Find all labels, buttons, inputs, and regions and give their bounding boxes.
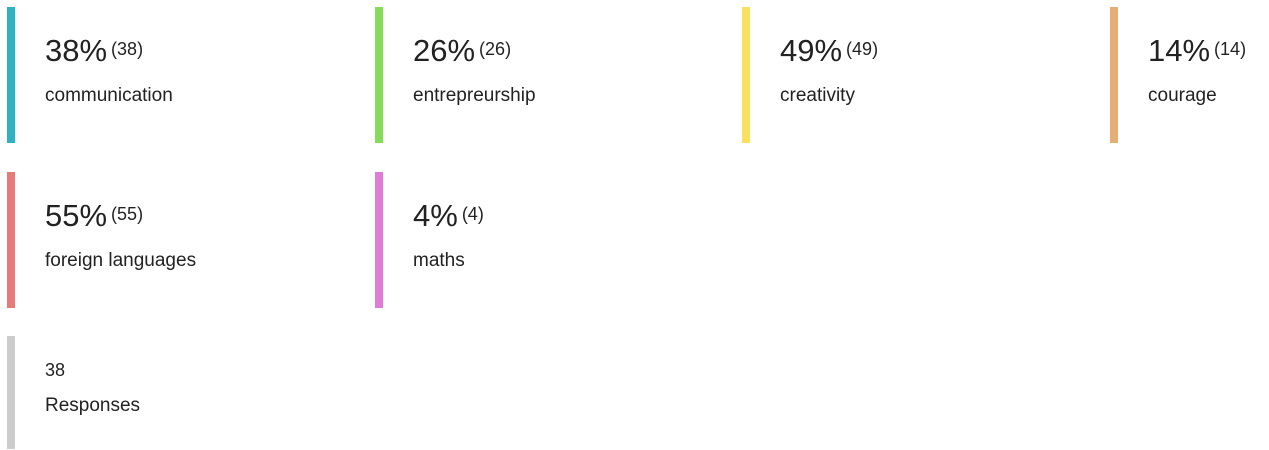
- result-item: 14% (14) courage: [1110, 7, 1269, 143]
- percent: 26%: [413, 33, 476, 68]
- result-header: 26% (26): [413, 33, 511, 69]
- option-label: entrepreurship: [413, 85, 536, 106]
- option-label: communication: [45, 85, 173, 106]
- count: (38): [111, 39, 144, 59]
- percent: 38%: [45, 33, 108, 68]
- result-item: 4% (4) maths: [375, 172, 735, 308]
- result-header: 38% (38): [45, 33, 143, 69]
- result-item: 38% (38) communication: [7, 7, 367, 143]
- result-header: 49% (49): [780, 33, 878, 69]
- count: (55): [111, 204, 144, 224]
- response-label: Responses: [45, 395, 141, 416]
- color-bar: [375, 172, 383, 308]
- count: (49): [846, 39, 879, 59]
- percent: 55%: [45, 198, 108, 233]
- result-item: 55% (55) foreign languages: [7, 172, 367, 308]
- color-bar: [1110, 7, 1118, 143]
- color-bar: [7, 172, 15, 308]
- response-count: 38: [45, 360, 66, 380]
- percent: 14%: [1148, 33, 1211, 68]
- color-bar: [7, 7, 15, 143]
- result-item: 26% (26) entrepreurship: [375, 7, 735, 143]
- result-header: 4% (4): [413, 198, 484, 234]
- color-bar: [375, 7, 383, 143]
- percent: 49%: [780, 33, 843, 68]
- option-label: courage: [1148, 85, 1217, 106]
- count: (14): [1214, 39, 1247, 59]
- color-bar: [742, 7, 750, 143]
- count: (26): [479, 39, 512, 59]
- count: (4): [461, 204, 484, 224]
- result-header: 14% (14): [1148, 33, 1246, 69]
- result-item: 49% (49) creativity: [742, 7, 1102, 143]
- option-label: foreign languages: [45, 250, 197, 271]
- option-label: creativity: [780, 85, 855, 106]
- summary: 38 Responses: [7, 336, 367, 449]
- percent: 4%: [413, 198, 458, 233]
- summary-bar: [7, 336, 15, 449]
- result-header: 55% (55): [45, 198, 143, 234]
- option-label: maths: [413, 250, 465, 271]
